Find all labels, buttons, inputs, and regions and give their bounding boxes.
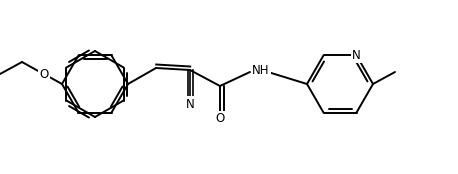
- Text: O: O: [39, 68, 49, 81]
- Text: N: N: [185, 97, 194, 110]
- Text: N: N: [352, 49, 361, 62]
- Text: NH: NH: [252, 64, 269, 77]
- Text: O: O: [215, 113, 224, 125]
